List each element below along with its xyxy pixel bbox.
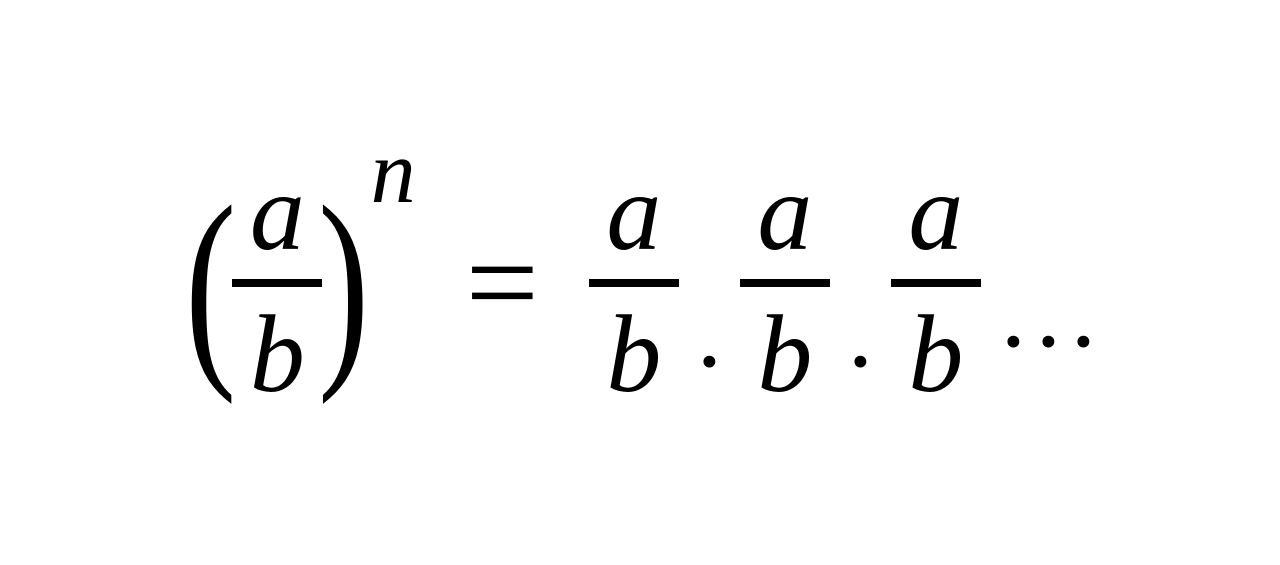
rhs-numerator-2: a bbox=[757, 157, 812, 279]
left-paren: ( bbox=[185, 173, 236, 393]
rhs-fraction-bar-1 bbox=[589, 279, 679, 287]
rhs-fraction-3: a b bbox=[891, 157, 981, 409]
exponent: n bbox=[371, 121, 416, 224]
multiply-dot-1: . bbox=[697, 275, 722, 390]
multiply-dot-2: . bbox=[848, 275, 873, 390]
rhs-numerator-1: a bbox=[606, 157, 661, 279]
rhs-fraction-2: a b bbox=[740, 157, 830, 409]
ellipsis: ... bbox=[1001, 255, 1106, 370]
rhs-expansion: a b . a b . a b ... bbox=[589, 157, 1106, 409]
equation-container: ( a b ) n = a b . a b . a b ... bbox=[174, 157, 1106, 409]
rhs-denominator-1: b bbox=[606, 287, 661, 409]
equals-sign: = bbox=[466, 208, 539, 358]
lhs-denominator: b bbox=[250, 287, 305, 409]
rhs-denominator-2: b bbox=[757, 287, 812, 409]
rhs-fraction-bar-3 bbox=[891, 279, 981, 287]
lhs-fraction-bar bbox=[232, 279, 322, 287]
lhs-numerator: a bbox=[250, 157, 305, 279]
lhs-fraction: a b bbox=[232, 157, 322, 409]
rhs-fraction-bar-2 bbox=[740, 279, 830, 287]
lhs-parenthesized-fraction: ( a b ) n bbox=[174, 157, 416, 409]
rhs-fraction-1: a b bbox=[589, 157, 679, 409]
right-paren: ) bbox=[318, 173, 369, 393]
rhs-denominator-3: b bbox=[908, 287, 963, 409]
rhs-numerator-3: a bbox=[908, 157, 963, 279]
